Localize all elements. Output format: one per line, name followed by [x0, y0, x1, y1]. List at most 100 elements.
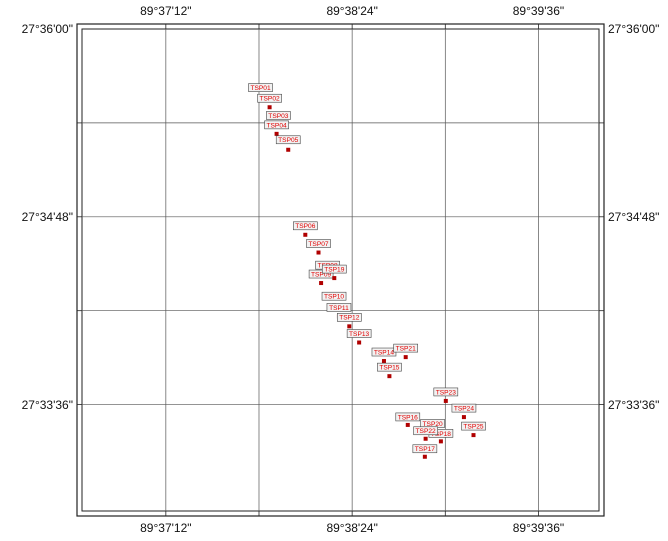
- point-label: TSP22: [416, 428, 436, 435]
- point-label-box: [413, 426, 438, 436]
- point-label: TSP17: [415, 446, 435, 453]
- point-label-box: [412, 444, 438, 454]
- point-label-box: [321, 264, 347, 274]
- point-label: TSP19: [324, 266, 344, 273]
- point-marker: [357, 340, 362, 345]
- sample-point-tsp09[interactable]: TSP09: [308, 269, 334, 286]
- sample-point-tsp05[interactable]: TSP05: [275, 135, 301, 152]
- point-label: TSP18: [431, 431, 451, 438]
- point-label: TSP07: [308, 241, 328, 248]
- latitude-label-left: 27°34'48": [21, 209, 73, 224]
- point-marker: [303, 232, 308, 237]
- latitude-label-left: 27°36'00": [21, 22, 73, 36]
- point-marker: [461, 415, 466, 420]
- point-marker: [443, 398, 448, 403]
- point-label-box: [266, 111, 291, 120]
- longitude-label-top: 89°39'36": [512, 4, 565, 18]
- point-label-box: [393, 343, 419, 353]
- point-label: TSP13: [349, 331, 369, 338]
- point-marker: [286, 147, 291, 152]
- point-label: TSP25: [463, 424, 483, 431]
- point-marker: [319, 281, 324, 286]
- point-label: TSP02: [260, 96, 280, 103]
- point-label-box: [377, 362, 402, 372]
- point-marker: [403, 355, 408, 360]
- latitude-label-right: 27°33'36": [608, 397, 660, 412]
- point-label: TSP04: [267, 122, 287, 129]
- point-marker: [316, 250, 321, 255]
- latitude-label-left: 27°33'36": [21, 397, 73, 412]
- sample-point-tsp19[interactable]: TSP19: [321, 264, 347, 281]
- sample-point-tsp17[interactable]: TSP17: [412, 444, 438, 459]
- point-label: TSP23: [436, 389, 456, 396]
- point-marker: [422, 454, 427, 459]
- sample-point-tsp14[interactable]: TSP14: [371, 347, 397, 364]
- point-label-box: [264, 120, 289, 130]
- point-marker: [387, 374, 392, 379]
- point-label-box: [336, 313, 362, 322]
- point-label: TSP10: [324, 294, 344, 301]
- point-label-box: [321, 291, 347, 301]
- sample-point-tsp02[interactable]: TSP02: [257, 93, 282, 110]
- longitude-label-bottom: 89°37'12": [140, 521, 192, 535]
- point-label: TSP15: [379, 365, 399, 372]
- longitude-label-bottom: 89°38'24": [326, 521, 378, 535]
- point-marker: [471, 433, 476, 438]
- longitude-label-bottom: 89°39'36": [512, 521, 565, 535]
- point-label: TSP06: [295, 223, 315, 230]
- point-label: TSP20: [423, 421, 443, 428]
- sample-point-tsp13[interactable]: TSP13: [346, 329, 372, 345]
- point-label: TSP01: [250, 85, 270, 92]
- point-label: TSP21: [396, 346, 416, 353]
- point-label-box: [293, 221, 318, 231]
- sample-point-tsp23[interactable]: TSP23: [433, 387, 459, 403]
- point-marker: [405, 422, 410, 427]
- sample-point-tsp16[interactable]: TSP16: [395, 412, 421, 427]
- point-label-box: [275, 135, 301, 145]
- point-label: TSP03: [268, 113, 288, 120]
- sample-point-tsp12[interactable]: TSP12: [336, 313, 362, 329]
- point-label: TSP09: [311, 271, 331, 278]
- point-label-box: [346, 329, 372, 338]
- sample-points-layer: TSP01TSP02TSP03TSP04TSP05TSP06TSP07TSP08…: [248, 83, 486, 459]
- sample-point-tsp07[interactable]: TSP07: [306, 239, 331, 255]
- point-label: TSP24: [454, 406, 474, 413]
- point-label-box: [308, 269, 334, 279]
- point-label-box: [451, 403, 477, 413]
- point-marker: [347, 324, 352, 329]
- point-label: TSP11: [329, 305, 349, 312]
- sample-point-tsp25[interactable]: TSP25: [461, 421, 486, 438]
- latitude-label-right: 27°34'48": [608, 209, 660, 224]
- point-label: TSP14: [374, 349, 394, 356]
- map-inner-border: [81, 28, 600, 512]
- point-marker: [438, 439, 443, 444]
- latitude-label-right: 27°36'00": [608, 22, 660, 36]
- point-label: TSP12: [339, 315, 359, 322]
- point-label-box: [461, 421, 486, 431]
- point-label-box: [326, 303, 352, 312]
- point-label-box: [257, 93, 282, 103]
- point-marker: [381, 359, 386, 364]
- point-marker: [267, 105, 272, 110]
- point-marker: [332, 276, 337, 281]
- point-label-box: [395, 412, 421, 422]
- map-frame: [76, 23, 605, 517]
- sample-point-tsp15[interactable]: TSP15: [377, 362, 402, 379]
- point-marker: [423, 436, 428, 441]
- longitude-label-top: 89°37'12": [140, 4, 192, 18]
- sample-point-tsp22[interactable]: TSP22: [413, 426, 438, 441]
- point-label-box: [248, 83, 273, 92]
- point-label-box: [433, 387, 459, 397]
- sample-point-tsp06[interactable]: TSP06: [293, 221, 318, 237]
- longitude-label-top: 89°38'24": [326, 4, 378, 18]
- point-label: TSP05: [278, 137, 298, 144]
- point-label-box: [306, 239, 331, 248]
- point-label: TSP16: [398, 414, 418, 421]
- sample-point-tsp24[interactable]: TSP24: [451, 403, 477, 420]
- point-marker: [274, 131, 279, 136]
- sample-point-tsp21[interactable]: TSP21: [393, 343, 419, 360]
- map-outer-border: [76, 23, 605, 517]
- sample-point-tsp04[interactable]: TSP04: [264, 120, 289, 136]
